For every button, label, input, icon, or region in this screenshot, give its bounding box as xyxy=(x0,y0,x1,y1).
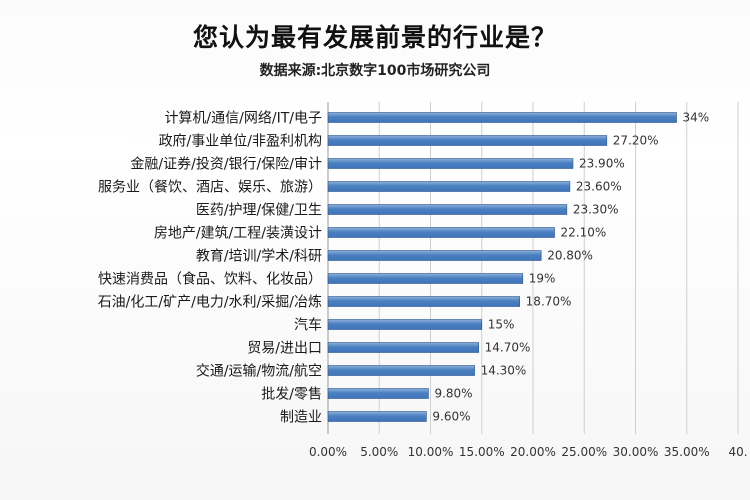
value-label-10: 14.70% xyxy=(485,341,531,355)
category-label-3: 服务业（餐饮、酒店、娱乐、旅游） xyxy=(98,180,322,196)
x-tick-label-8: 40. xyxy=(728,445,747,459)
x-tick-label-5: 25.00% xyxy=(561,445,607,459)
category-label-9: 汽车 xyxy=(294,317,322,334)
value-label-6: 20.80% xyxy=(547,249,593,263)
value-label-8: 18.70% xyxy=(526,295,572,309)
value-label-9: 15% xyxy=(488,318,515,332)
value-label-7: 19% xyxy=(529,272,556,286)
x-tick-label-1: 5.00% xyxy=(360,445,398,459)
bar-7 xyxy=(327,273,524,284)
value-label-3: 23.60% xyxy=(576,180,622,194)
x-tick-label-7: 35.00% xyxy=(664,445,710,459)
bar-9 xyxy=(327,319,483,330)
x-axis-ticks: 0.00% 5.00% 10.00% 15.00% 20.00% 25.00% 30.00%… xyxy=(309,445,748,459)
bar-10 xyxy=(327,342,479,353)
category-label-8: 石油/化工/矿产/电力/水利/采掘/冶炼 xyxy=(98,295,322,311)
value-label-12: 9.80% xyxy=(434,387,472,401)
bar-5 xyxy=(327,227,555,238)
value-label-11: 14.30% xyxy=(481,364,527,378)
value-label-4: 23.30% xyxy=(573,203,619,217)
category-labels: 计算机/通信/网络/IT/电子政府/事业单位/非盈利机构金融/证券/投资/银行/… xyxy=(98,111,322,426)
value-labels: 34% 27.20% 23.90% 23.60% 23.30% 22.10% 20.80% 1… xyxy=(432,111,709,424)
category-label-5: 房地产/建筑/工程/装潢设计 xyxy=(154,226,322,242)
value-label-13: 9.60% xyxy=(432,410,470,424)
category-label-11: 交通/运输/物流/航空 xyxy=(196,363,322,380)
bar-2 xyxy=(327,158,574,169)
bar-1 xyxy=(327,135,608,146)
bars xyxy=(327,112,677,422)
bar-13 xyxy=(327,411,427,422)
bar-6 xyxy=(327,250,542,261)
bar-11 xyxy=(327,365,475,376)
category-label-7: 快速消费品（食品、饮料、化妆品） xyxy=(98,271,322,288)
category-label-4: 医药/护理/保健/卫生 xyxy=(196,203,322,219)
bar-0 xyxy=(327,112,677,123)
x-tick-label-3: 15.00% xyxy=(459,445,505,459)
x-tick-label-4: 20.00% xyxy=(510,445,556,459)
value-label-5: 22.10% xyxy=(561,226,607,240)
bar-12 xyxy=(327,388,429,399)
category-label-13: 制造业 xyxy=(280,410,322,426)
category-label-10: 贸易/进出口 xyxy=(247,341,322,357)
bar-4 xyxy=(327,204,568,215)
chart-title: 您认为最有发展前景的行业是？ xyxy=(192,23,557,52)
category-label-2: 金融/证券/投资/银行/保险/审计 xyxy=(130,157,322,173)
bar-3 xyxy=(327,181,571,192)
value-label-1: 27.20% xyxy=(613,134,659,148)
category-label-6: 教育/培训/学术/科研 xyxy=(196,249,322,265)
bar-8 xyxy=(327,296,520,307)
category-label-12: 批发/零售 xyxy=(261,387,322,403)
value-label-0: 34% xyxy=(683,111,710,125)
x-tick-label-0: 0.00% xyxy=(309,445,347,459)
value-label-2: 23.90% xyxy=(579,157,625,171)
chart-subtitle: 数据来源:北京数字100市场研究公司 xyxy=(259,63,491,79)
x-tick-label-2: 10.00% xyxy=(408,445,454,459)
x-tick-label-6: 30.00% xyxy=(613,445,659,459)
category-label-0: 计算机/通信/网络/IT/电子 xyxy=(164,111,322,127)
category-label-1: 政府/事业单位/非盈利机构 xyxy=(159,134,322,150)
gridlines xyxy=(327,102,739,434)
